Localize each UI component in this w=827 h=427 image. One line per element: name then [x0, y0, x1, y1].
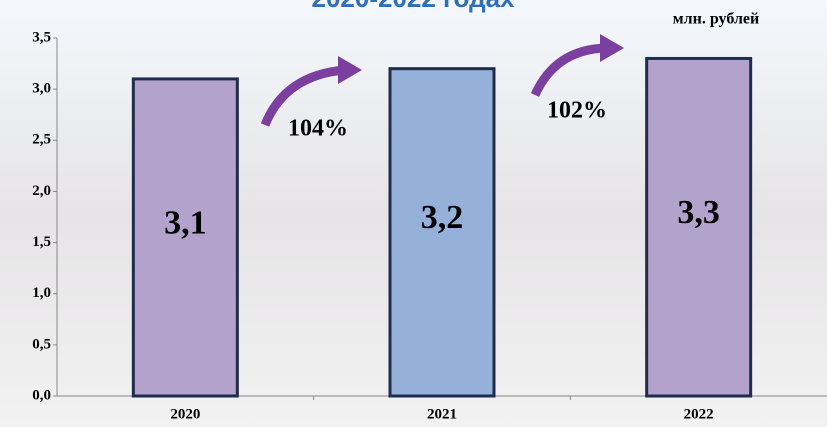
y-tick-label: 2,0 — [32, 183, 51, 199]
y-tick-label: 0,0 — [32, 387, 51, 403]
y-tick-label: 2,5 — [32, 132, 51, 148]
x-tick-label: 2021 — [427, 406, 457, 422]
value-label: 3,1 — [164, 204, 207, 241]
y-tick-label: 0,5 — [32, 336, 51, 352]
value-label: 3,3 — [677, 194, 720, 231]
y-tick-label: 3,5 — [32, 29, 51, 45]
value-label: 3,2 — [421, 199, 464, 236]
y-tick-label: 1,0 — [32, 285, 51, 301]
x-tick-label: 2020 — [170, 406, 200, 422]
annotation: 104% — [288, 116, 348, 142]
y-tick-label: 3,0 — [32, 81, 51, 97]
y-tick-label: 1,5 — [32, 234, 51, 250]
unit-label: млн. рублей — [673, 11, 759, 28]
annotation: 102% — [547, 98, 607, 124]
chart-title: 2020-2022 годах — [311, 0, 515, 13]
chart: 2020-2022 годах млн. рублей 104% 102% 0,… — [0, 0, 827, 427]
x-tick-label: 2022 — [684, 406, 714, 422]
